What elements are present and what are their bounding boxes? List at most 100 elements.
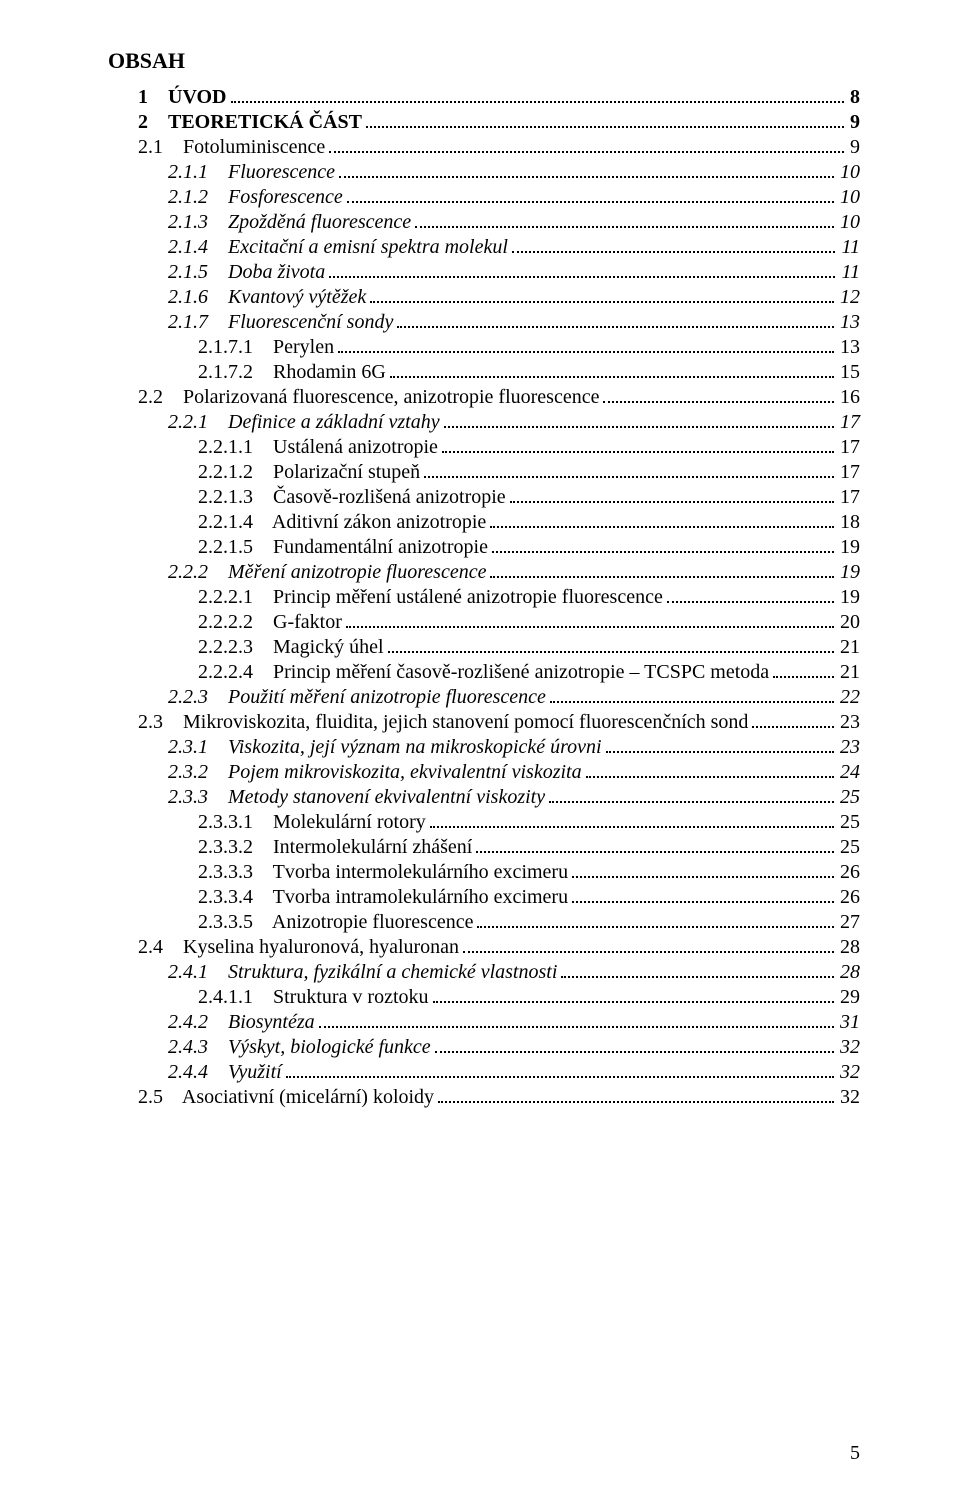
toc-entry-page: 15 <box>838 361 860 384</box>
toc-entry-number: 2.1.7.2 <box>198 361 263 384</box>
toc-entry-page: 26 <box>838 886 860 909</box>
toc-entry: 2.4.3 Výskyt, biologické funkce 32 <box>108 1036 860 1059</box>
toc-entry: 2.2.1.3 Časově-rozlišená anizotropie 17 <box>108 486 860 509</box>
toc-entry-title: Polarizační stupeň <box>263 461 420 484</box>
toc-entry-page: 32 <box>838 1086 860 1109</box>
toc-entry: 2.1.7.2 Rhodamin 6G 15 <box>108 361 860 384</box>
toc-leader-dots <box>490 562 834 578</box>
toc-entry-page: 29 <box>838 986 860 1009</box>
toc-leader-dots <box>319 1012 834 1028</box>
toc-entry-number: 2.3.1 <box>168 736 218 759</box>
toc-entry-page: 10 <box>838 161 860 184</box>
toc-entry: 2.1.1 Fluorescence 10 <box>108 161 860 184</box>
toc-entry-number: 2.4 <box>138 936 173 959</box>
toc-leader-dots <box>572 887 834 903</box>
toc-leader-dots <box>397 312 834 328</box>
toc-entry-page: 32 <box>838 1036 860 1059</box>
toc-entry-page: 26 <box>838 861 860 884</box>
toc-leader-dots <box>444 412 834 428</box>
toc-entry-title: Použití měření anizotropie fluorescence <box>218 686 546 709</box>
toc-entry-title: Pojem mikroviskozita, ekvivalentní visko… <box>218 761 582 784</box>
toc-entry: 2.1 Fotoluminiscence 9 <box>108 136 860 159</box>
toc-entry: 2.2 Polarizovaná fluorescence, anizotrop… <box>108 386 860 409</box>
toc-leader-dots <box>347 187 834 203</box>
toc-entry-number: 2.1.3 <box>168 211 218 234</box>
toc-leader-dots <box>438 1087 834 1103</box>
toc-entry-page: 16 <box>838 386 860 409</box>
toc-entry-number: 2.5 <box>138 1086 173 1109</box>
toc-entry-page: 21 <box>838 636 860 659</box>
toc-entry: 2.4.1 Struktura, fyzikální a chemické vl… <box>108 961 860 984</box>
toc-leader-dots <box>492 537 834 553</box>
toc-leader-dots <box>231 87 845 103</box>
toc-heading: OBSAH <box>108 48 860 74</box>
toc-entry: 2TEORETICKÁ ČÁST 9 <box>108 111 860 134</box>
toc-leader-dots <box>773 662 834 678</box>
toc-leader-dots <box>329 262 835 278</box>
toc-entry: 2.2.2.4 Princip měření časově-rozlišené … <box>108 661 860 684</box>
toc-entry-title: Aditivní zákon anizotropie <box>263 511 486 534</box>
toc-entry-title: Magický úhel <box>263 636 384 659</box>
toc-entry: 2.3 Mikroviskozita, fluidita, jejich sta… <box>108 711 860 734</box>
toc-leader-dots <box>586 762 834 778</box>
toc-leader-dots <box>370 287 834 303</box>
toc-entry-number: 2.2.1.2 <box>198 461 263 484</box>
toc-entry-number: 2.2.2.2 <box>198 611 263 634</box>
toc-leader-dots <box>752 712 834 728</box>
toc-leader-dots <box>476 837 834 853</box>
toc-entry-title: Perylen <box>263 336 334 359</box>
toc-entry-page: 20 <box>838 611 860 634</box>
toc-entry-page: 9 <box>848 136 860 159</box>
toc-entry-page: 9 <box>848 111 860 134</box>
toc-leader-dots <box>339 162 834 178</box>
toc-list: 1ÚVOD 82TEORETICKÁ ČÁST 92.1 Fotoluminis… <box>108 86 860 1109</box>
toc-entry: 2.4.2 Biosyntéza 31 <box>108 1011 860 1034</box>
toc-entry-number: 2.1.6 <box>168 286 218 309</box>
toc-entry-number: 2.1.4 <box>168 236 218 259</box>
toc-entry-title: Princip měření časově-rozlišené anizotro… <box>263 661 769 684</box>
toc-entry: 2.1.7 Fluorescenční sondy 13 <box>108 311 860 334</box>
toc-entry: 2.1.3 Zpožděná fluorescence 10 <box>108 211 860 234</box>
toc-entry: 2.1.7.1 Perylen 13 <box>108 336 860 359</box>
toc-entry-title: Kyselina hyaluronová, hyaluronan <box>173 936 459 959</box>
toc-leader-dots <box>366 112 844 128</box>
toc-leader-dots <box>490 512 834 528</box>
toc-entry-number: 2.2.1.3 <box>198 486 263 509</box>
toc-leader-dots <box>430 812 834 828</box>
toc-entry-number: 2.3 <box>138 711 173 734</box>
toc-entry-number: 2.2.1.1 <box>198 436 263 459</box>
toc-entry-title: Metody stanovení ekvivalentní viskozity <box>218 786 545 809</box>
toc-entry-number: 2.3.3.1 <box>198 811 263 834</box>
toc-leader-dots <box>606 737 834 753</box>
toc-entry: 2.4.1.1 Struktura v roztoku 29 <box>108 986 860 1009</box>
toc-entry: 1ÚVOD 8 <box>108 86 860 109</box>
toc-entry-number: 2.3.3.4 <box>198 886 263 909</box>
toc-entry-number: 2.4.4 <box>168 1061 218 1084</box>
toc-entry: 2.3.3.1 Molekulární rotory 25 <box>108 811 860 834</box>
toc-entry-title: Asociativní (micelární) koloidy <box>173 1086 434 1109</box>
toc-leader-dots <box>346 612 834 628</box>
toc-entry: 2.2.1.5 Fundamentální anizotropie 19 <box>108 536 860 559</box>
toc-leader-dots <box>510 487 834 503</box>
toc-entry-page: 18 <box>838 511 860 534</box>
toc-entry-page: 31 <box>838 1011 860 1034</box>
toc-entry-number: 2.1.5 <box>168 261 218 284</box>
toc-entry-number: 2.3.3 <box>168 786 218 809</box>
toc-entry: 2.1.6 Kvantový výtěžek 12 <box>108 286 860 309</box>
toc-entry-number: 2.2.2.4 <box>198 661 263 684</box>
toc-entry-number: 2.2.1.5 <box>198 536 263 559</box>
toc-entry-title: TEORETICKÁ ČÁST <box>168 111 362 134</box>
toc-entry-title: Zpožděná fluorescence <box>218 211 411 234</box>
toc-entry: 2.4 Kyselina hyaluronová, hyaluronan 28 <box>108 936 860 959</box>
toc-entry-number: 2.1.7 <box>168 311 218 334</box>
toc-entry-number: 2.2 <box>138 386 173 409</box>
toc-entry-page: 10 <box>838 186 860 209</box>
toc-entry-number: 2.4.3 <box>168 1036 218 1059</box>
toc-entry-page: 22 <box>838 686 860 709</box>
toc-leader-dots <box>390 362 834 378</box>
toc-entry-title: Anizotropie fluorescence <box>263 911 473 934</box>
toc-entry-title: Fluorescence <box>218 161 335 184</box>
toc-entry: 2.2.2 Měření anizotropie fluorescence 19 <box>108 561 860 584</box>
toc-entry-title: Definice a základní vztahy <box>218 411 440 434</box>
toc-leader-dots <box>442 437 834 453</box>
